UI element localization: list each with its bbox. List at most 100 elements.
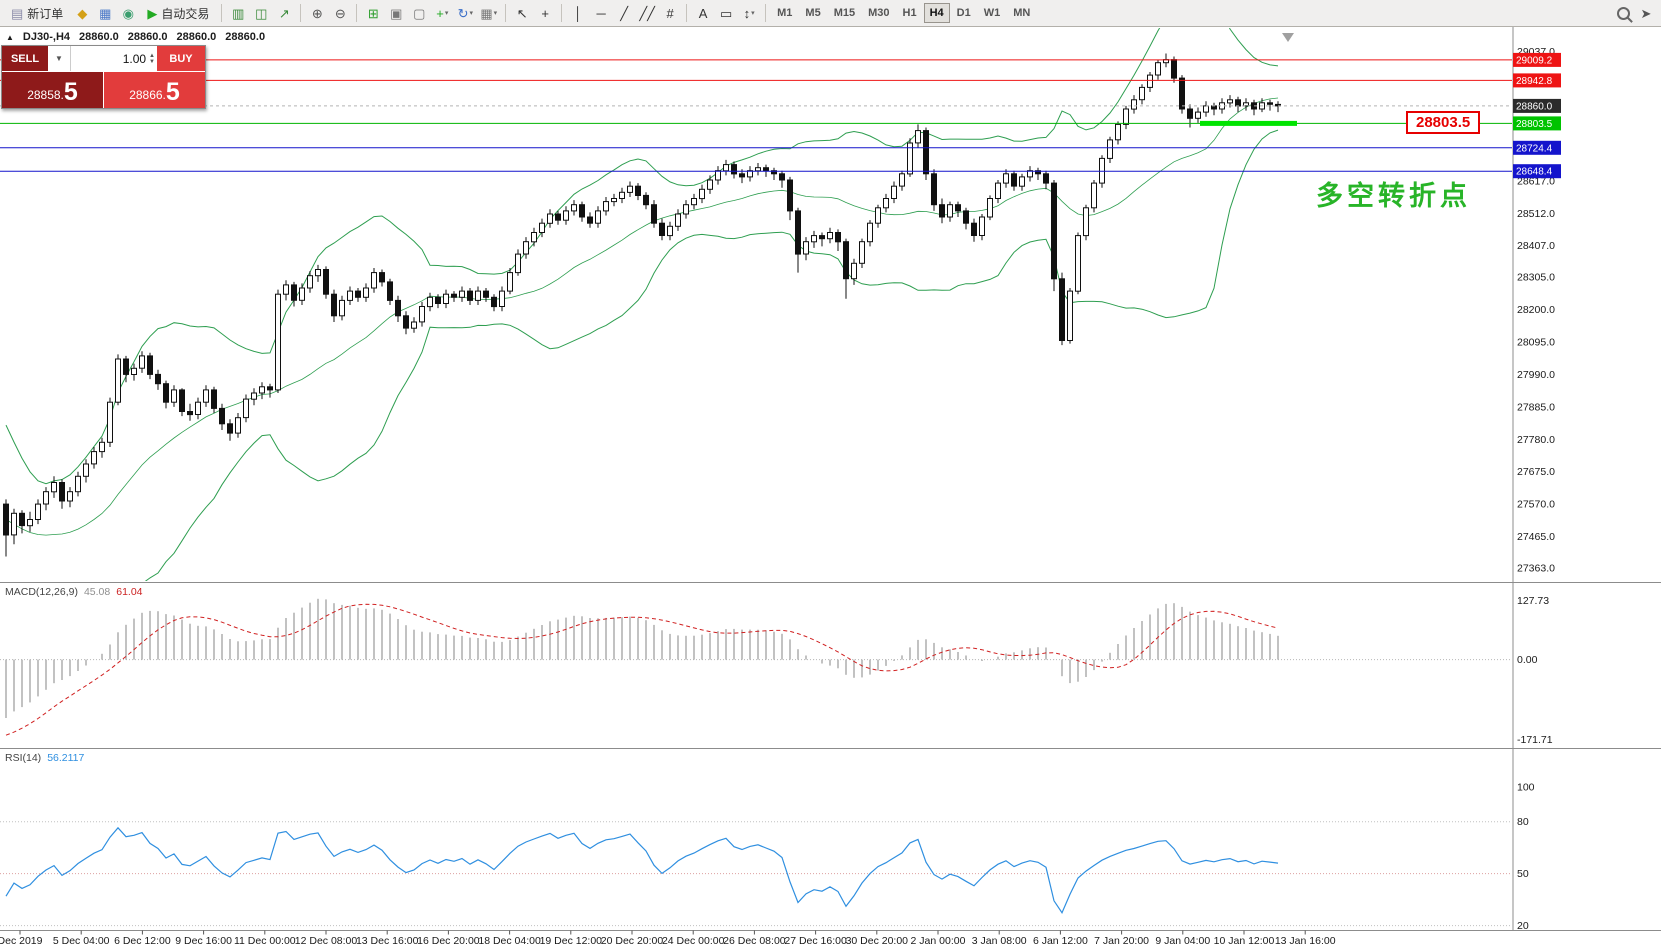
sell-price-button[interactable]: 28858. 5 xyxy=(2,72,104,108)
new-chart-icon[interactable]: + ▾ xyxy=(431,2,453,24)
turning-point-annotation[interactable]: 多空转折点 xyxy=(1316,181,1471,211)
new-order-button[interactable]: ▤ 新订单 xyxy=(4,2,70,25)
new-order-button-label: 新订单 xyxy=(27,6,64,21)
profiles-icon[interactable]: ▦ ▾ xyxy=(477,2,500,24)
price-callout[interactable]: 28803.5 xyxy=(1406,111,1481,134)
candle-up xyxy=(755,167,761,172)
cascade-windows-icon[interactable]: ▣ xyxy=(385,2,407,24)
tile-windows-icon[interactable]: ⊞ xyxy=(362,2,384,24)
timeframe-h1[interactable]: H1 xyxy=(897,3,923,23)
zoom-out-icon-glyph: ⊖ xyxy=(334,5,346,21)
ohlc-open: 28860.0 xyxy=(79,31,119,43)
candle-up xyxy=(299,287,305,301)
search-icon-button[interactable] xyxy=(1612,2,1634,24)
market-watch-icon-glyph: ▦ xyxy=(99,5,112,21)
highlight-zone[interactable] xyxy=(1200,120,1297,126)
bar-chart-type-icon[interactable]: ▥ xyxy=(227,2,249,24)
chart-window-icon-glyph: ◆ xyxy=(77,5,88,21)
fibonacci-icon[interactable]: # xyxy=(659,2,681,24)
time-tick-label: 9 Dec 16:00 xyxy=(175,935,232,947)
time-tick-label: 12 Dec 08:00 xyxy=(295,935,358,947)
bollinger-upper xyxy=(5,28,1279,485)
candle-up xyxy=(707,179,713,190)
timeframe-m15[interactable]: M15 xyxy=(828,3,861,23)
candle-up xyxy=(347,290,353,301)
candle-down xyxy=(1043,173,1049,184)
sell-button[interactable]: SELL xyxy=(2,46,48,71)
volume-stepper[interactable]: ▲ ▼ xyxy=(149,53,155,65)
candle-up xyxy=(627,185,633,193)
toolbar-separator xyxy=(221,4,223,22)
timeframe-h4[interactable]: H4 xyxy=(923,3,950,23)
price-level-badge-label: 28648.4 xyxy=(1516,167,1553,178)
volume-down-icon[interactable]: ▼ xyxy=(149,58,155,65)
candle-down xyxy=(779,173,785,181)
candle-up xyxy=(883,198,889,209)
pointer-icon[interactable]: ➤ xyxy=(1635,2,1657,24)
market-watch-icon[interactable]: ▦ xyxy=(94,2,116,24)
candle-down xyxy=(155,373,161,385)
arrange-windows-icon-glyph: ▢ xyxy=(413,5,426,21)
text-label-icon[interactable]: ▭ xyxy=(715,2,737,24)
dropdown-caret: ▾ xyxy=(469,10,474,17)
templates-icon[interactable]: ↻ ▾ xyxy=(454,2,476,24)
order-type-dropdown[interactable]: ▼ xyxy=(48,46,71,71)
timeframe-m5[interactable]: M5 xyxy=(799,3,826,23)
zoom-out-icon[interactable]: ⊖ xyxy=(329,2,351,24)
autotrading-button[interactable]: ▶ 自动交易 xyxy=(140,2,216,25)
candle-up xyxy=(91,451,97,465)
arrows-icon[interactable]: ↕ ▾ xyxy=(738,2,760,24)
timeframe-w1[interactable]: W1 xyxy=(978,3,1007,23)
new-chart-icon-glyph: + xyxy=(436,5,444,21)
time-tick-label: 7 Jan 20:00 xyxy=(1094,935,1149,947)
buy-price-button[interactable]: 28866. 5 xyxy=(104,72,205,108)
channel-icon[interactable]: ╱╱ xyxy=(636,2,658,24)
candlestick-type-icon[interactable]: ◫ xyxy=(250,2,272,24)
chart-window-icon[interactable]: ◆ xyxy=(71,2,93,24)
candle-down xyxy=(147,355,153,375)
time-tick-label: 2 Jan 00:00 xyxy=(911,935,966,947)
volume-input[interactable]: 1.00 ▲ ▼ xyxy=(71,46,157,71)
candle-up xyxy=(1227,99,1233,104)
candle-down xyxy=(163,383,169,403)
zoom-in-icon[interactable]: ⊕ xyxy=(306,2,328,24)
trendline-icon[interactable]: ╱ xyxy=(613,2,635,24)
navigator-icon[interactable]: ◉ xyxy=(117,2,139,24)
crosshair-icon[interactable]: + xyxy=(534,2,556,24)
buy-button[interactable]: BUY xyxy=(157,46,205,71)
buy-price-main: 28866. xyxy=(129,87,166,102)
candle-up xyxy=(427,296,433,308)
horizontal-line-icon[interactable]: ─ xyxy=(590,2,612,24)
price-axis: 29037.028617.028512.028407.028305.028200… xyxy=(1513,46,1561,575)
vertical-line-icon[interactable]: │ xyxy=(567,2,589,24)
line-chart-type-icon[interactable]: ↗ xyxy=(273,2,295,24)
bollinger-bands xyxy=(5,28,1279,581)
text-icon[interactable]: A xyxy=(692,2,714,24)
timeframe-mn[interactable]: MN xyxy=(1007,3,1036,23)
panel-separators[interactable] xyxy=(0,27,1661,931)
candle-up xyxy=(83,463,89,477)
candle-up xyxy=(11,512,17,536)
candle-up xyxy=(547,213,553,224)
price-level-badge-label: 28724.4 xyxy=(1516,143,1553,154)
candle-up xyxy=(1115,123,1121,141)
arrange-windows-icon[interactable]: ▢ xyxy=(408,2,430,24)
candle-up xyxy=(307,275,313,289)
candle-down xyxy=(963,210,969,224)
volume-up-icon[interactable]: ▲ xyxy=(149,52,155,59)
price-tick-label: 27675.0 xyxy=(1517,466,1555,478)
toolbar-separator xyxy=(686,4,688,22)
candle-up xyxy=(1003,173,1009,184)
price-levels[interactable] xyxy=(0,59,1512,172)
cursor-icon[interactable]: ↖ xyxy=(511,2,533,24)
timeframe-m30[interactable]: M30 xyxy=(862,3,895,23)
candle-down xyxy=(659,222,665,236)
candle-down xyxy=(955,204,961,212)
candle-down xyxy=(843,241,849,280)
chart-shift-marker-icon[interactable] xyxy=(1282,33,1294,42)
candle-down xyxy=(355,290,361,298)
timeframe-m1[interactable]: M1 xyxy=(771,3,798,23)
timeframe-d1[interactable]: D1 xyxy=(951,3,977,23)
price-level-badge-label: 28803.5 xyxy=(1516,119,1553,130)
